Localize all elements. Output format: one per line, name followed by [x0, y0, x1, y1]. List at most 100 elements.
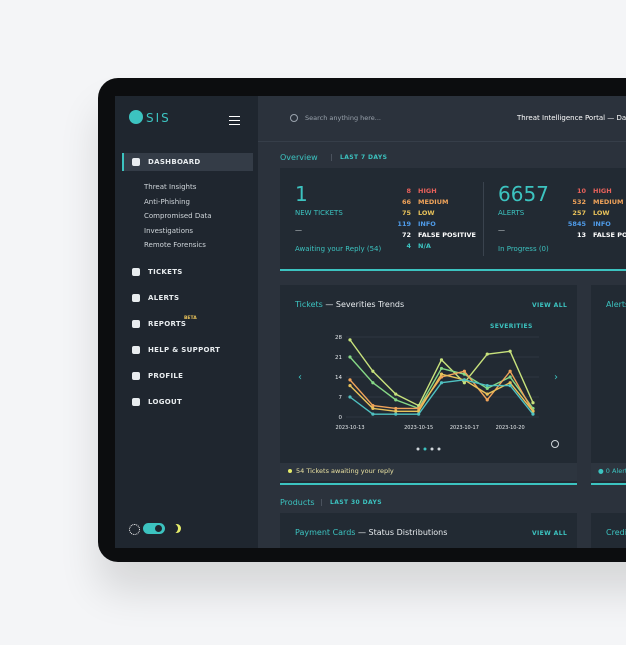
data-point — [371, 406, 375, 411]
data-point — [371, 412, 375, 416]
data-point — [417, 412, 421, 416]
nav-badge: BETA — [184, 316, 197, 321]
payment-heading: Payment Cards — Status Distributions — [295, 528, 447, 537]
data-point — [462, 381, 466, 385]
severity-count: 13 — [576, 231, 586, 239]
stat-count: 1 — [295, 182, 308, 206]
severity-label: LOW — [593, 209, 610, 217]
x-tick-label: 2023-10-15 — [404, 425, 433, 431]
screen: SIS DASHBOARD Threat Insights Anti-Phishin… — [115, 96, 626, 548]
search-input[interactable]: Search anything here... — [305, 114, 381, 122]
alerts-footer-text: 0 Alerts — [605, 467, 626, 475]
sun-icon — [129, 524, 140, 535]
severity-count: 72 — [401, 231, 411, 239]
nav-item[interactable]: TICKETS — [148, 268, 183, 276]
data-point — [485, 398, 489, 402]
alerts-title: Alerts — [606, 300, 626, 309]
data-point — [508, 369, 512, 373]
nav-icon — [132, 398, 140, 406]
nav-icon — [132, 372, 140, 380]
x-tick-label: 2023-10-20 — [496, 425, 525, 431]
page-dot — [416, 447, 420, 451]
severity-count: 10 — [576, 187, 586, 195]
view-all[interactable]: VIEW ALL — [532, 302, 568, 309]
logo: SIS — [146, 111, 171, 125]
products-title: Products — [280, 498, 315, 507]
divider — [483, 182, 484, 256]
theme-toggle[interactable] — [143, 523, 165, 534]
severity-count: 119 — [397, 220, 411, 228]
menu-button[interactable] — [229, 116, 240, 125]
data-point — [394, 409, 398, 413]
nav-item[interactable]: DASHBOARD — [148, 158, 201, 166]
nav-icon — [132, 158, 140, 166]
data-point — [394, 406, 398, 411]
x-tick-label: 2023-10-17 — [450, 425, 479, 431]
payment-title: Payment Cards — [295, 528, 356, 537]
nav-item[interactable]: HELP & SUPPORT — [148, 346, 221, 354]
overview-title: Overview — [280, 153, 318, 162]
period-select[interactable]: LAST 7 DAYS — [331, 154, 387, 161]
stat-count: 6657 — [498, 182, 549, 206]
data-point — [508, 383, 512, 388]
stat-status: In Progress (0) — [498, 245, 549, 253]
severity-count: 257 — [572, 209, 586, 217]
y-tick-label: 0 — [339, 415, 343, 421]
data-point — [394, 412, 398, 416]
search-icon — [290, 114, 298, 122]
severities-filter[interactable]: SEVERITIES — [490, 323, 533, 330]
alerts-footer: ● 0 Alerts — [598, 467, 626, 475]
nav-item[interactable]: PROFILE — [148, 372, 184, 380]
data-point — [508, 349, 512, 353]
payment-view-all[interactable]: VIEW ALL — [532, 530, 568, 537]
severity-count: 4 — [406, 242, 411, 250]
products-period[interactable]: LAST 30 DAYS — [321, 499, 382, 506]
sub-nav-item[interactable]: Compromised Data — [144, 212, 212, 220]
severity-count: 66 — [401, 198, 411, 206]
data-point — [485, 383, 489, 388]
stat-dash: — — [498, 226, 505, 234]
data-point — [371, 381, 375, 385]
data-point — [371, 369, 375, 373]
next-arrow[interactable]: › — [554, 372, 558, 383]
sub-nav-item[interactable]: Remote Forensics — [144, 241, 206, 249]
data-point — [439, 366, 444, 371]
x-tick-label: 2023-10-13 — [335, 425, 364, 431]
data-point — [439, 358, 444, 362]
sub-nav-item[interactable]: Anti-Phishing — [144, 197, 190, 206]
logo-mark — [129, 110, 143, 124]
severity-label: FALSE POSITIVE — [593, 231, 626, 239]
refresh-icon — [551, 440, 559, 448]
sidebar: SIS DASHBOARD Threat Insights Anti-Phishin… — [115, 96, 258, 548]
footer-dot — [288, 469, 292, 473]
active-nav — [122, 153, 253, 171]
sub-nav-item[interactable]: Investigations — [144, 226, 194, 235]
alerts-footer-bar — [591, 463, 626, 481]
severity-label: INFO — [418, 220, 436, 228]
sub-nav-item[interactable]: Threat Insights — [144, 183, 197, 191]
payment-subtitle: — Status Distributions — [358, 528, 448, 537]
trends-heading: Tickets — Severities Trends — [295, 300, 404, 309]
footer-text: 54 Tickets awaiting your reply — [296, 467, 394, 475]
credit-title: Credit Cards — [606, 528, 626, 537]
data-point — [348, 395, 352, 399]
y-tick-label: 14 — [335, 375, 342, 381]
nav-item[interactable]: REPORTS — [148, 320, 187, 328]
severity-label: MEDIUM — [418, 198, 449, 206]
moon-icon — [170, 524, 178, 533]
prev-arrow[interactable]: ‹ — [298, 372, 302, 383]
severity-count: 75 — [401, 209, 411, 217]
severity-label: MEDIUM — [593, 198, 624, 206]
data-point — [462, 378, 466, 382]
y-tick-label: 21 — [335, 355, 342, 361]
severity-label: HIGH — [418, 187, 437, 195]
data-point — [508, 381, 512, 385]
trends-subtitle: — Severities Trends — [325, 300, 405, 309]
data-point — [348, 383, 352, 388]
data-point — [508, 375, 512, 379]
nav-item[interactable]: LOGOUT — [148, 398, 183, 406]
trends-chart: 0 7 14 21 28 2023-10-13 2023-10-15 2023-10-17 20… — [335, 335, 559, 451]
data-point — [348, 338, 352, 342]
nav-item[interactable]: ALERTS — [148, 294, 180, 302]
